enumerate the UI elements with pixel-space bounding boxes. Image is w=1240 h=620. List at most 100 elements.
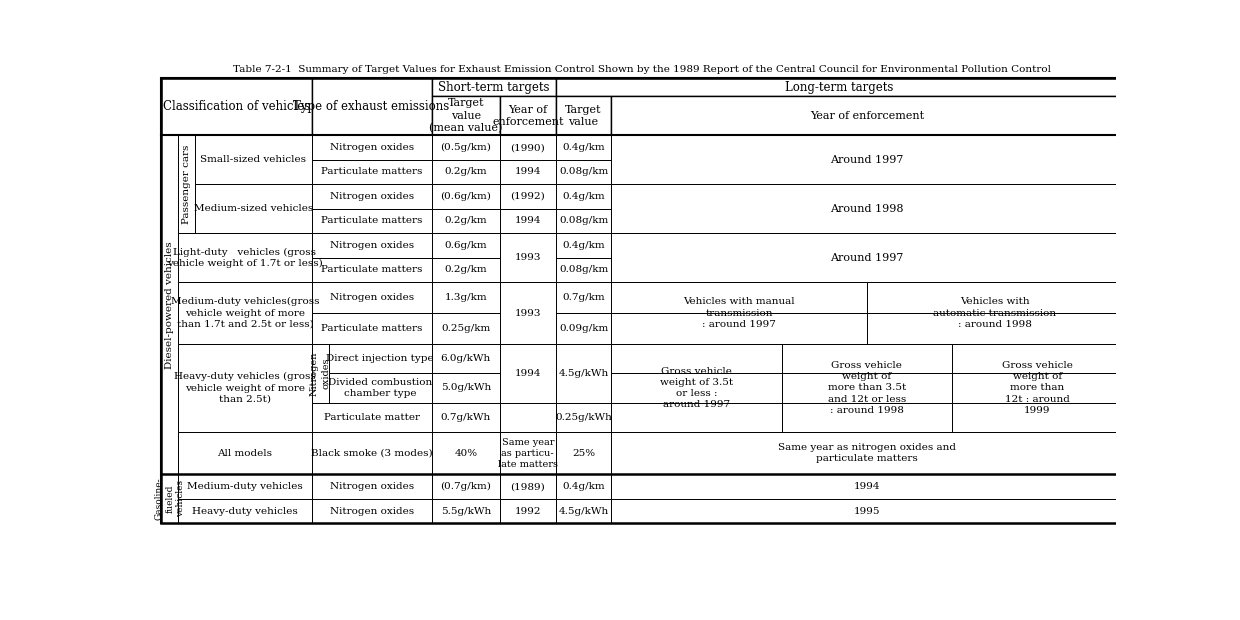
Bar [196,135,311,184]
Text: 0.08g/km: 0.08g/km [559,167,608,177]
Text: Around 1997: Around 1997 [830,252,904,263]
Bar [500,402,556,432]
Bar [611,282,867,313]
Text: Year of enforcement: Year of enforcement [810,111,924,121]
Bar [432,233,500,257]
Text: 0.2g/km: 0.2g/km [444,167,487,177]
Text: Target
value
(mean value): Target value (mean value) [429,98,502,133]
Bar [556,96,611,135]
Bar [311,474,432,499]
Bar [311,184,432,209]
Bar [500,135,556,160]
Bar [500,184,556,209]
Bar [611,474,1122,499]
Bar [432,499,500,523]
Bar [432,373,500,402]
Text: Particulate matters: Particulate matters [321,167,423,177]
Text: Heavy-duty vehicles: Heavy-duty vehicles [192,507,298,516]
Bar [329,344,432,373]
Bar [556,432,611,474]
Bar [311,257,432,282]
Bar [432,184,500,209]
Text: 1.3g/km: 1.3g/km [444,293,487,302]
Text: 25%: 25% [572,449,595,458]
Text: Short-term targets: Short-term targets [438,81,549,94]
Text: Target
value: Target value [565,105,601,127]
Text: 1994: 1994 [853,482,880,491]
Bar [556,402,611,432]
Bar [179,135,196,233]
Text: Nitrogen oxides: Nitrogen oxides [330,192,414,201]
Bar [179,233,311,282]
Bar [432,257,500,282]
Bar [556,135,611,160]
Bar [432,402,500,432]
Text: 1995: 1995 [853,507,880,516]
Text: (1992): (1992) [511,192,546,201]
Bar [500,233,556,282]
Text: 0.2g/km: 0.2g/km [444,265,487,274]
Bar [311,160,432,184]
Bar [500,499,556,523]
Text: Medium-duty vehicles: Medium-duty vehicles [187,482,303,491]
Text: All models: All models [217,449,273,458]
Bar [311,282,432,313]
Bar [611,373,781,402]
Text: 6.0g/kWh: 6.0g/kWh [440,354,491,363]
Bar [611,313,867,344]
Text: Particulate matters: Particulate matters [321,265,423,274]
Text: 0.7g/kWh: 0.7g/kWh [440,413,491,422]
Text: Particulate matters: Particulate matters [321,216,423,226]
Text: Type of exhaust emissions: Type of exhaust emissions [294,100,450,113]
Bar [432,344,500,373]
Text: Around 1997: Around 1997 [830,155,904,165]
Text: Same year as nitrogen oxides and
particulate matters: Same year as nitrogen oxides and particu… [777,443,956,463]
Bar [500,282,556,344]
Bar [311,432,432,474]
Bar [432,135,500,160]
Text: 0.4g/km: 0.4g/km [562,482,605,491]
Text: Gross vehicle
weight of 3.5t
or less :
around 1997: Gross vehicle weight of 3.5t or less : a… [660,367,733,409]
Bar [179,474,311,499]
Text: (1989): (1989) [511,482,546,491]
Bar [311,402,432,432]
Text: Passenger cars: Passenger cars [182,144,191,224]
Text: (0.7g/km): (0.7g/km) [440,482,491,491]
Text: Particulate matters: Particulate matters [321,324,423,333]
Text: 0.4g/km: 0.4g/km [562,143,605,152]
Text: Direct injection type: Direct injection type [326,354,434,363]
Text: Classification of vehicles: Classification of vehicles [162,100,310,113]
Text: 0.08g/km: 0.08g/km [559,265,608,274]
Bar [556,184,611,209]
Text: Small-sized vehicles: Small-sized vehicles [201,155,306,164]
Bar [311,313,432,344]
Bar [179,344,311,432]
Text: Nitrogen
oxides: Nitrogen oxides [310,351,330,396]
Bar [781,373,952,402]
Text: Nitrogen oxides: Nitrogen oxides [330,293,414,302]
Bar [952,402,1122,432]
Text: 1994: 1994 [515,167,541,177]
Bar [556,313,611,344]
Text: 0.08g/km: 0.08g/km [559,216,608,226]
Text: (0.5g/km): (0.5g/km) [440,143,491,152]
Text: Gasoline-
fueled
vehicles: Gasoline- fueled vehicles [154,477,185,520]
Text: Gross vehicle
weight of
more than 3.5t
and 12t or less
: around 1998: Gross vehicle weight of more than 3.5t a… [828,361,906,415]
Bar [500,432,556,474]
Bar [161,78,311,135]
Text: 4.5g/kWh: 4.5g/kWh [558,507,609,516]
Text: Heavy-duty vehicles (gross
vehicle weight of more
than 2.5t): Heavy-duty vehicles (gross vehicle weigh… [174,373,316,404]
Bar [611,432,1122,474]
Bar [311,135,432,160]
Bar [432,209,500,233]
Bar [432,313,500,344]
Text: 0.4g/km: 0.4g/km [562,241,605,250]
Bar [611,233,1122,282]
Bar [611,135,1122,184]
Text: 5.0g/kWh: 5.0g/kWh [440,384,491,392]
Text: Year of
enforcement: Year of enforcement [492,105,563,127]
Bar [311,209,432,233]
Bar [556,160,611,184]
Bar [611,96,1122,135]
Bar [556,78,1122,96]
